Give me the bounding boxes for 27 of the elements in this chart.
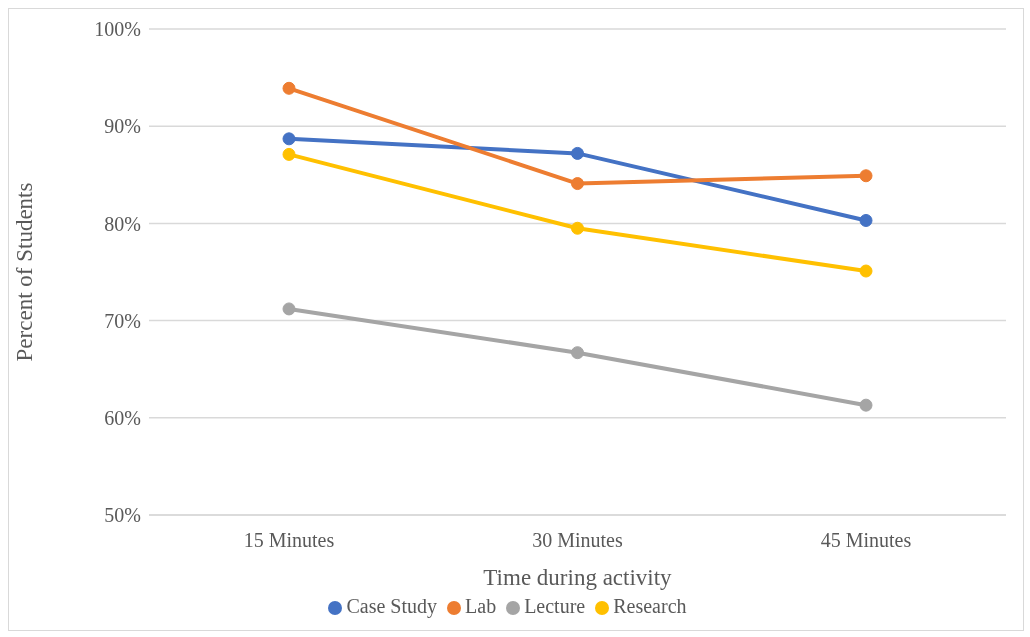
- legend-label: Case Study: [346, 595, 438, 617]
- point: [282, 302, 296, 316]
- legend-label: Lab: [465, 595, 497, 617]
- x-axis-title: Time during activity: [483, 565, 673, 590]
- y-axis-title: Percent of Students: [12, 182, 38, 362]
- point: [571, 221, 584, 235]
- point: [859, 213, 873, 227]
- point: [282, 81, 296, 95]
- y-tick-label: 100%: [94, 18, 141, 41]
- point: [859, 264, 873, 278]
- y-tick-label: 90%: [104, 115, 141, 138]
- point: [571, 146, 584, 160]
- x-tick-label: 30 Minutes: [532, 529, 623, 552]
- point: [859, 398, 873, 412]
- legend-label: Research: [613, 595, 687, 617]
- point: [859, 169, 873, 183]
- point: [282, 132, 296, 146]
- x-tick-label: 45 Minutes: [820, 529, 912, 552]
- point: [571, 177, 584, 191]
- x-tick-label: 15 Minutes: [243, 529, 335, 552]
- point: [571, 346, 584, 360]
- y-tick-label: 60%: [104, 406, 141, 429]
- point: [282, 147, 296, 161]
- y-tick-label: 50%: [104, 504, 141, 527]
- y-tick-label: 70%: [104, 309, 141, 332]
- legend-label: Lecture: [524, 595, 586, 617]
- y-tick-label: 80%: [104, 212, 141, 235]
